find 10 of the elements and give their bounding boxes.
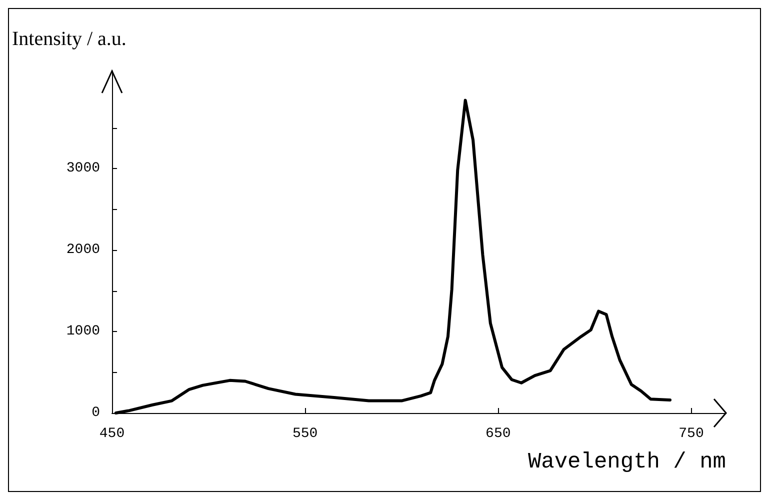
y-tick-label: 3000 — [66, 160, 100, 177]
x-tick-label: 550 — [292, 426, 318, 442]
y-tick-label: 1000 — [66, 324, 100, 340]
y-tick-label: 2000 — [66, 242, 100, 258]
y-axis-title: Intensity / a.u. — [12, 28, 126, 50]
x-tick-label: 750 — [678, 426, 704, 442]
x-axis-title: Wavelength / nm — [528, 450, 726, 474]
x-tick-label: 450 — [99, 426, 125, 442]
x-tick-label: 650 — [486, 426, 511, 442]
y-tick-label: 0 — [92, 405, 100, 421]
